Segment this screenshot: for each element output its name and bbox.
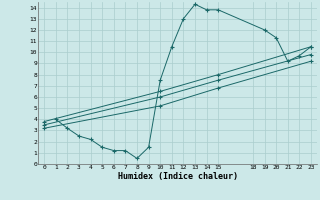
X-axis label: Humidex (Indice chaleur): Humidex (Indice chaleur) xyxy=(118,172,238,181)
